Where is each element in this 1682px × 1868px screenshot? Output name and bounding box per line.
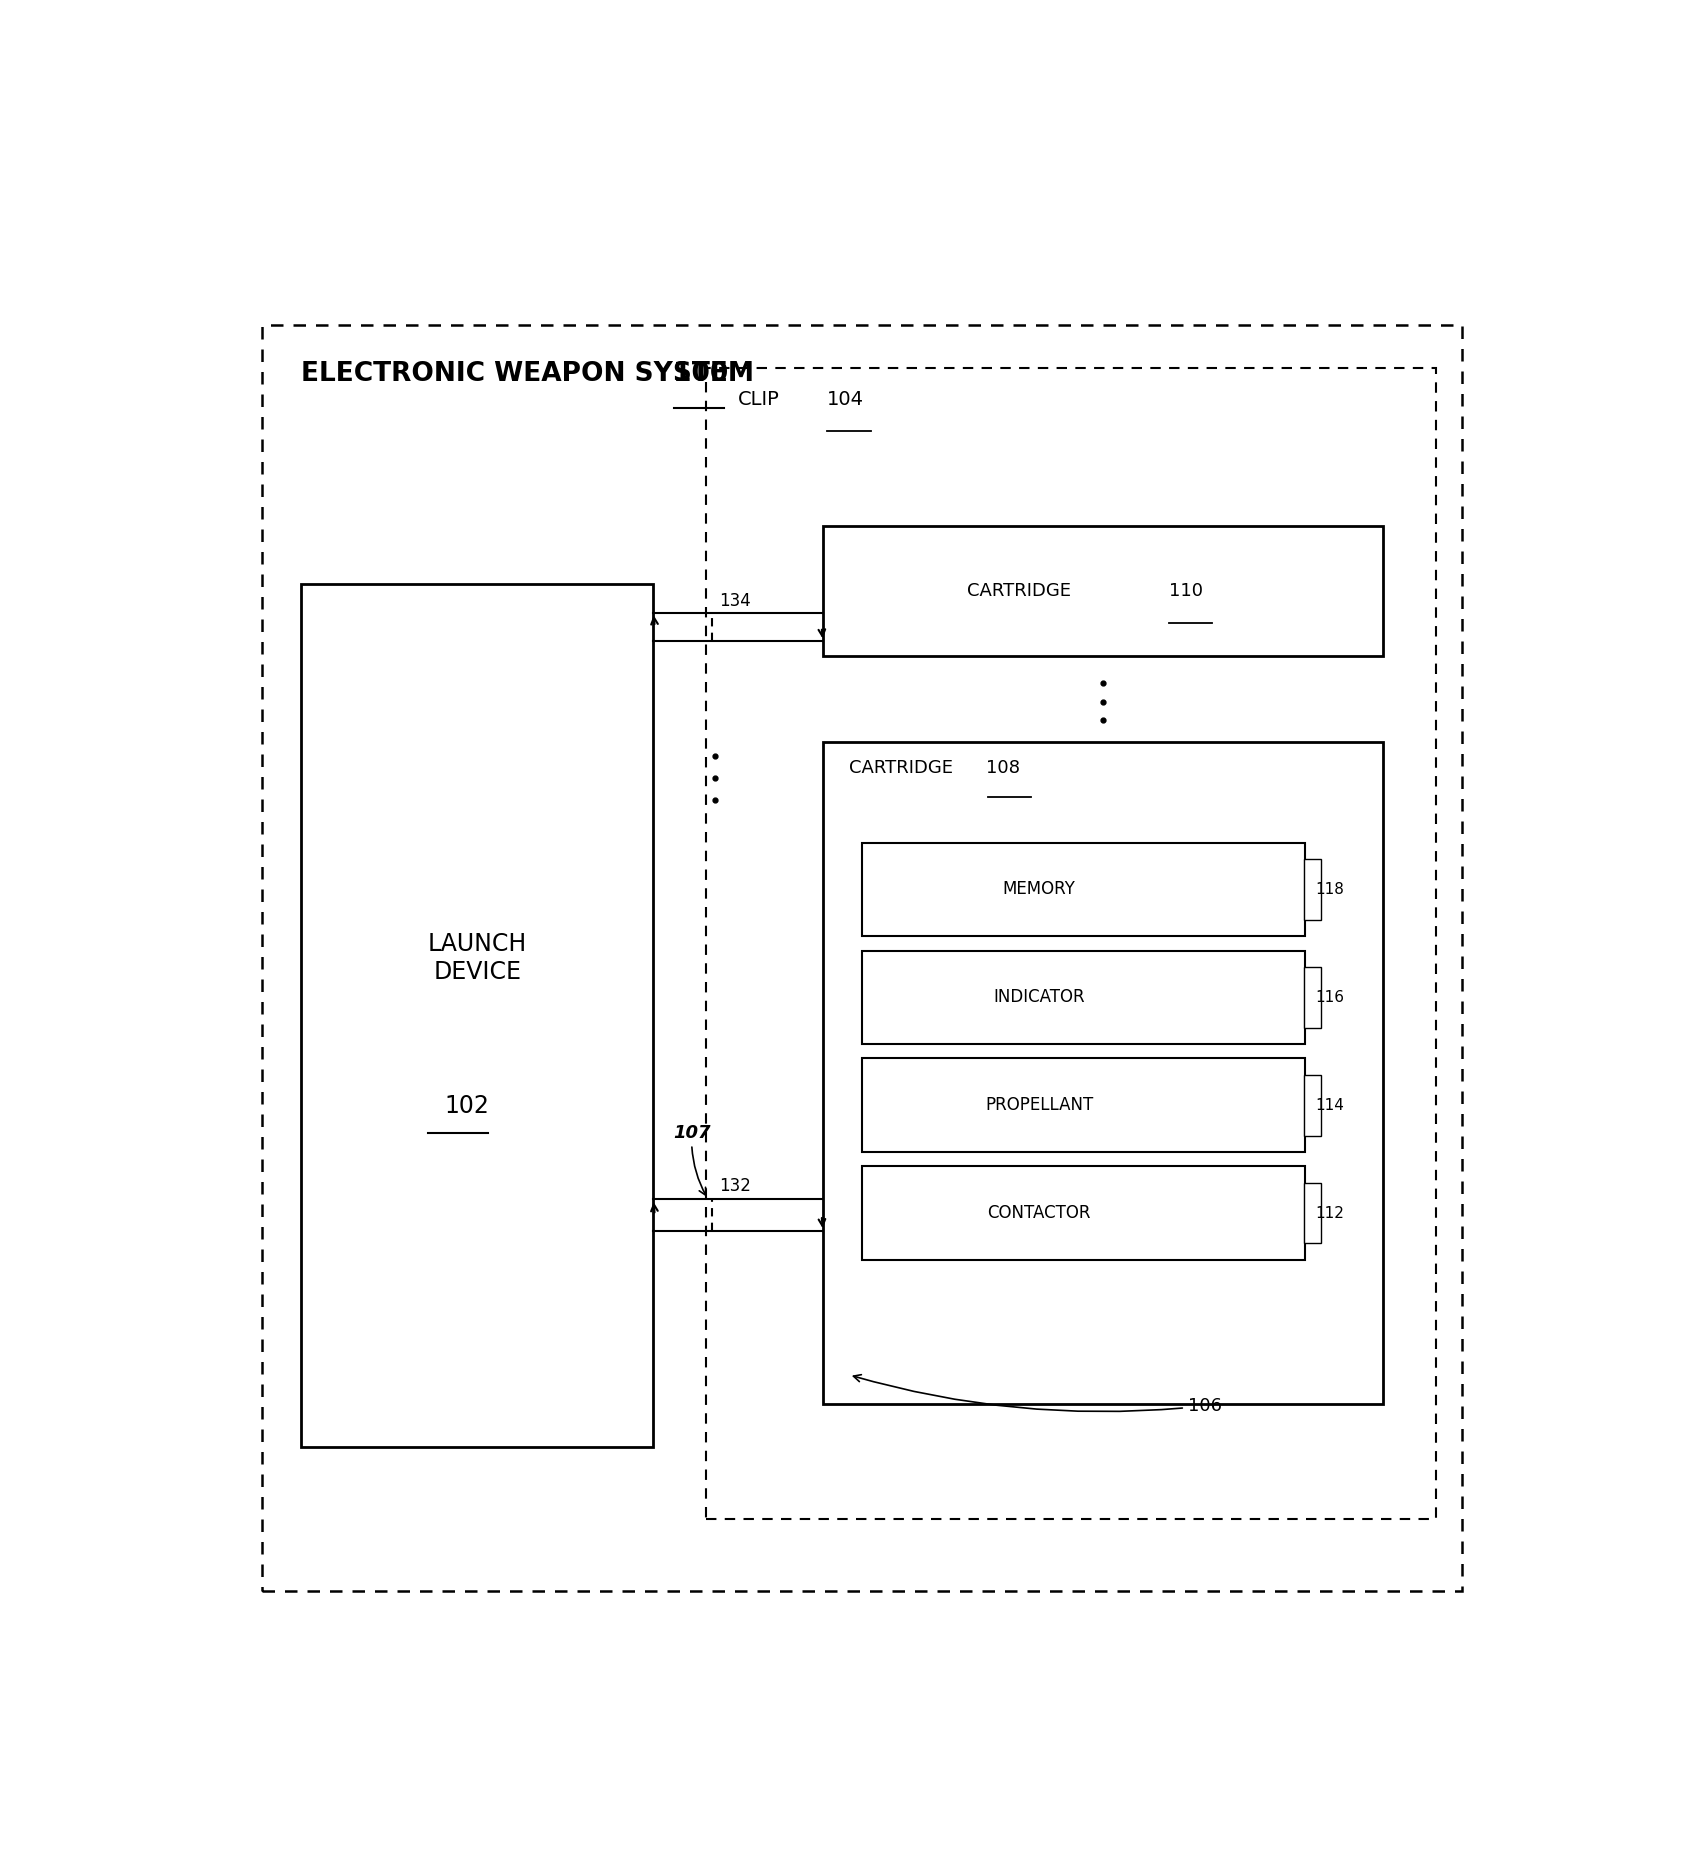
Bar: [861, 1166, 1305, 1259]
Text: LAUNCH
DEVICE: LAUNCH DEVICE: [427, 932, 526, 984]
Text: INDICATOR: INDICATOR: [994, 988, 1085, 1007]
Text: 134: 134: [718, 592, 750, 609]
Bar: [262, 325, 1462, 1592]
Bar: [861, 951, 1305, 1044]
Bar: [1304, 1074, 1320, 1136]
Text: 114: 114: [1315, 1098, 1344, 1113]
Text: 112: 112: [1315, 1205, 1344, 1220]
Text: 108: 108: [986, 758, 1019, 777]
Text: 132: 132: [718, 1177, 750, 1196]
Text: CONTACTOR: CONTACTOR: [987, 1205, 1092, 1222]
Text: PROPELLANT: PROPELLANT: [986, 1097, 1093, 1113]
Bar: [861, 1059, 1305, 1153]
Text: 118: 118: [1315, 882, 1344, 897]
Text: 106: 106: [853, 1375, 1221, 1414]
Text: CARTRIDGE: CARTRIDGE: [849, 758, 954, 777]
Text: 102: 102: [444, 1095, 489, 1119]
Bar: [301, 583, 653, 1446]
Bar: [822, 527, 1383, 656]
Bar: [822, 742, 1383, 1403]
Bar: [705, 368, 1435, 1519]
Text: 116: 116: [1315, 990, 1344, 1005]
Text: ELECTRONIC WEAPON SYSTEM: ELECTRONIC WEAPON SYSTEM: [301, 361, 755, 387]
Text: CARTRIDGE: CARTRIDGE: [967, 583, 1071, 600]
Text: 107: 107: [673, 1123, 710, 1196]
Bar: [1304, 859, 1320, 919]
Bar: [861, 842, 1305, 936]
Text: 104: 104: [828, 390, 865, 409]
Text: MEMORY: MEMORY: [1002, 880, 1076, 899]
Text: CLIP: CLIP: [738, 390, 780, 409]
Text: 110: 110: [1169, 583, 1203, 600]
Bar: [1304, 968, 1320, 1027]
Text: 100: 100: [673, 361, 728, 387]
Bar: [1304, 1182, 1320, 1244]
